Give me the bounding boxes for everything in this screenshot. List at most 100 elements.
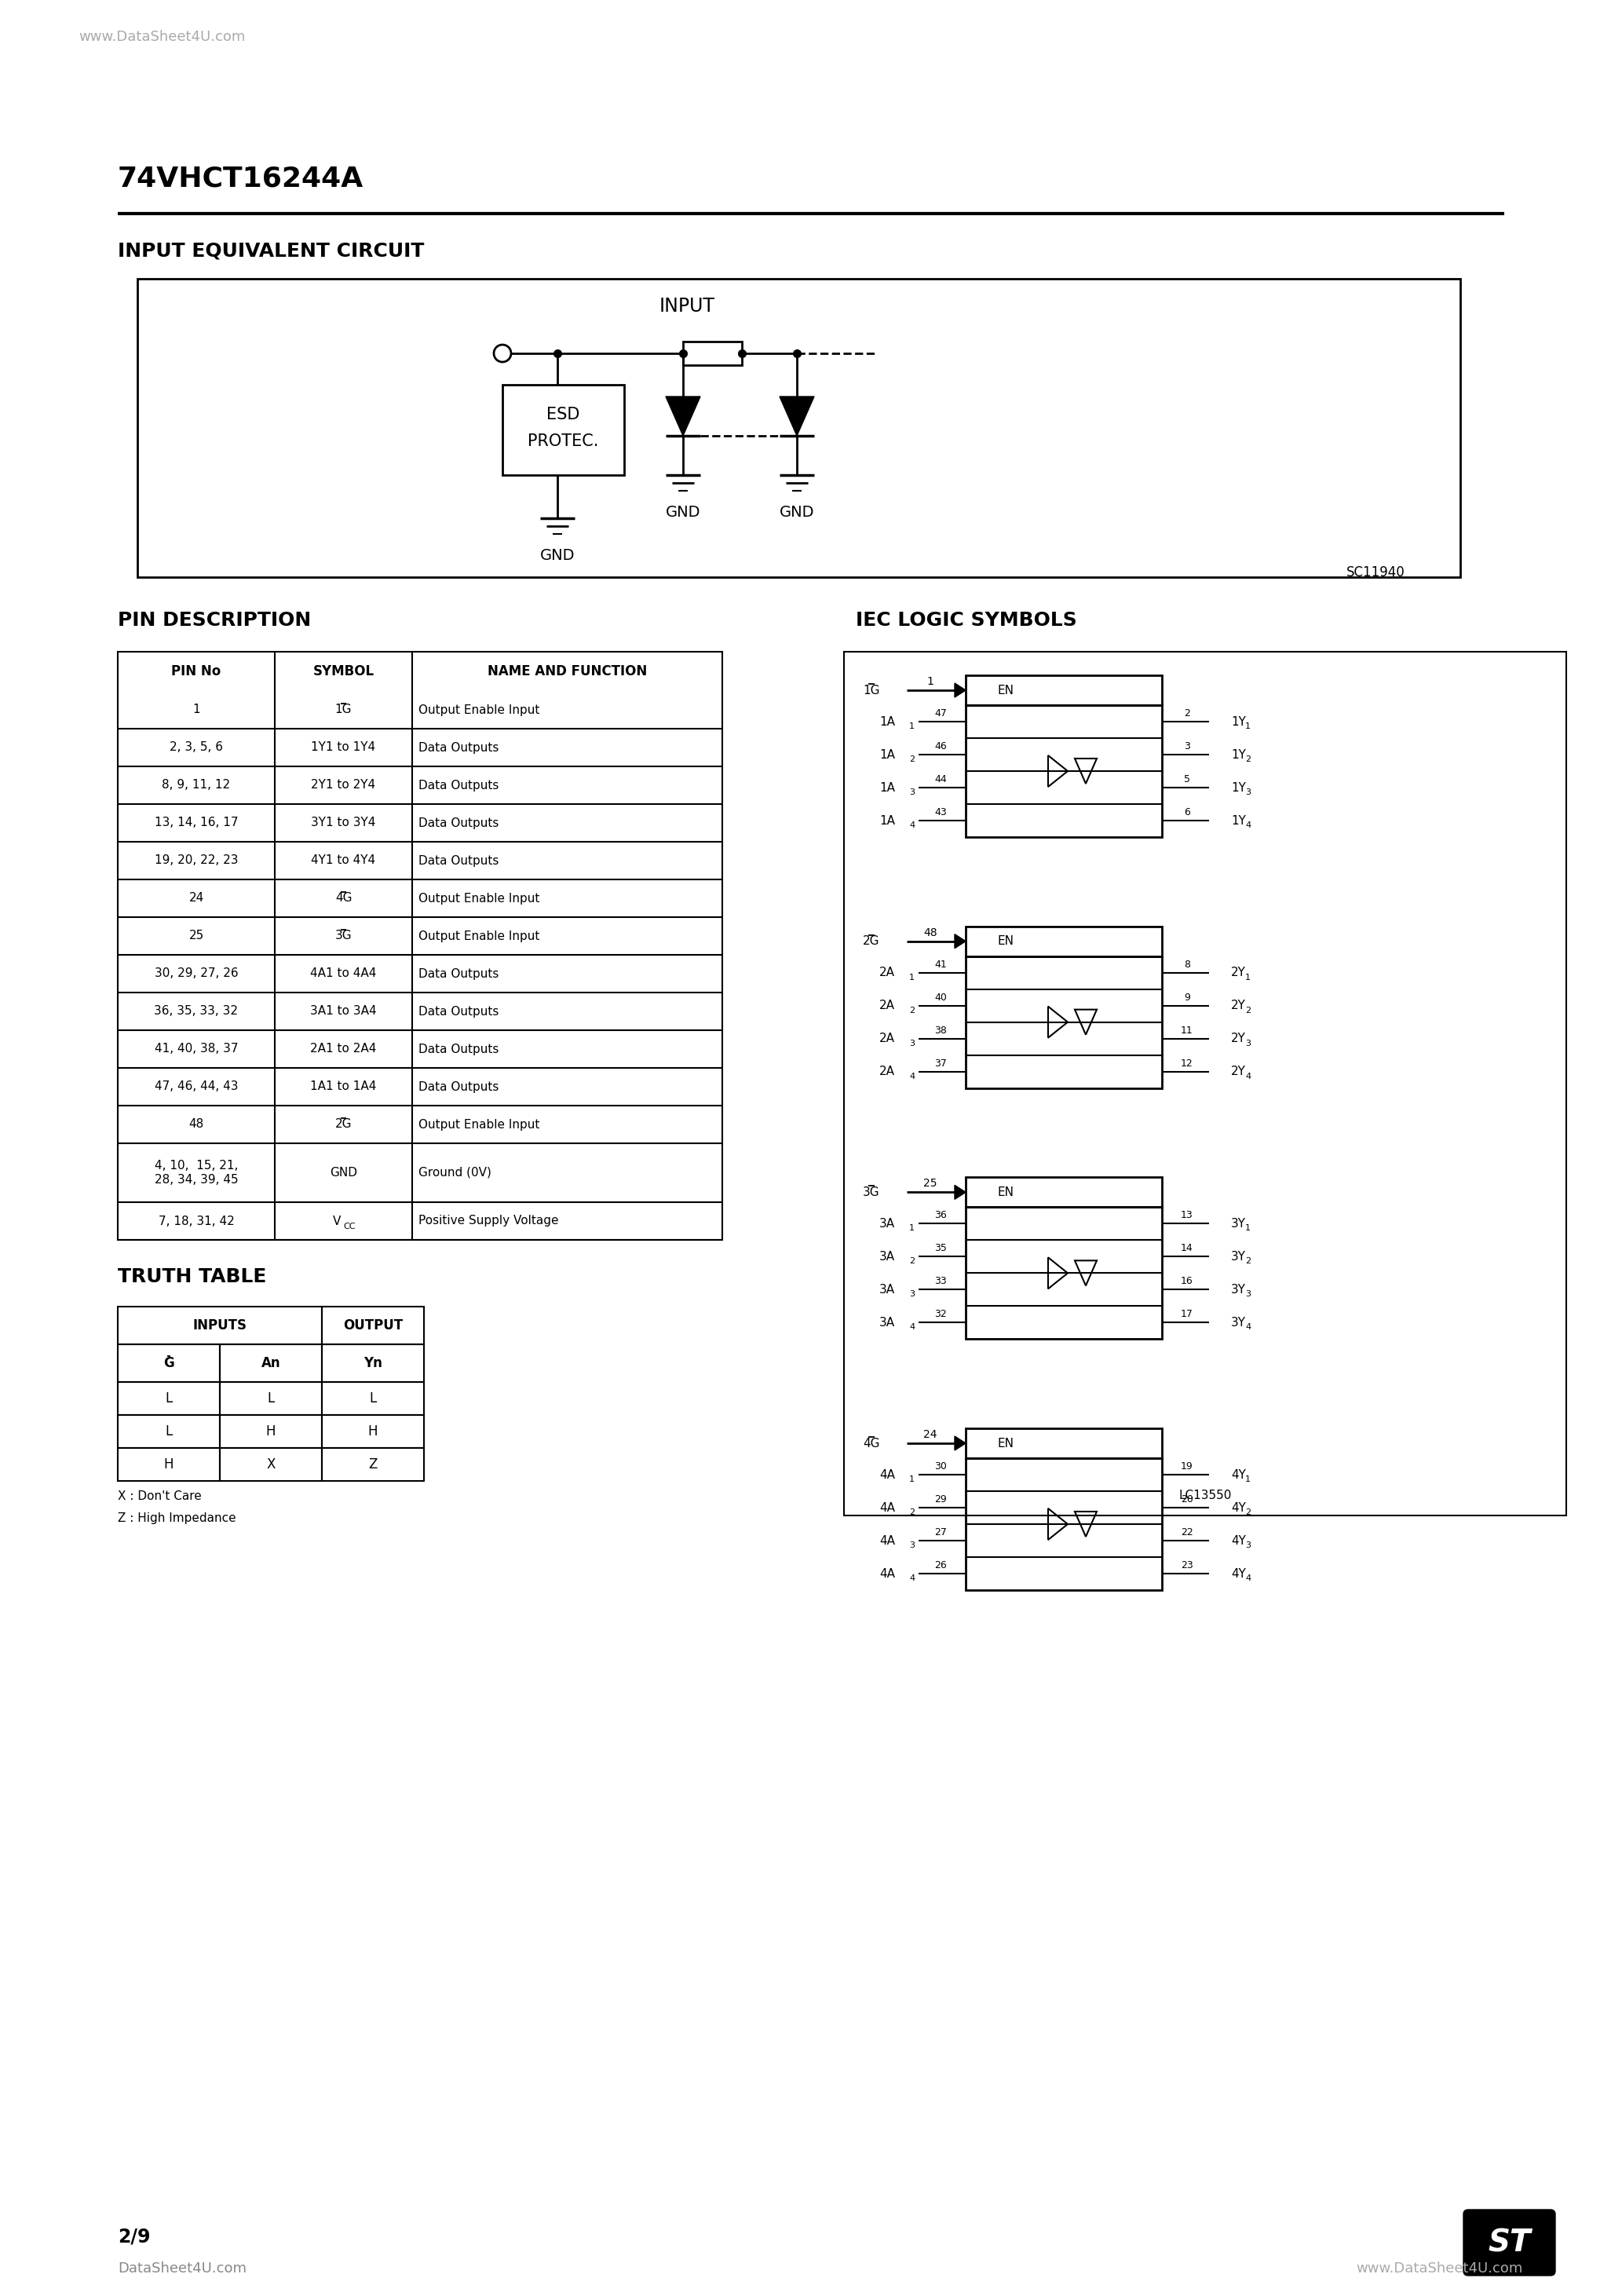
Text: 4A: 4A — [879, 1502, 895, 1513]
Text: 3Y: 3Y — [1231, 1283, 1246, 1295]
Text: Data Outputs: Data Outputs — [418, 1081, 500, 1093]
Text: 2A1 to 2A4: 2A1 to 2A4 — [310, 1042, 376, 1054]
Text: 33: 33 — [934, 1277, 947, 1286]
Text: 25: 25 — [188, 930, 204, 941]
Text: 1: 1 — [910, 974, 915, 980]
Text: 38: 38 — [934, 1026, 947, 1035]
Text: 3: 3 — [910, 1040, 915, 1047]
Text: GND: GND — [540, 549, 574, 563]
Text: 4A: 4A — [879, 1534, 895, 1548]
Text: LC13550: LC13550 — [1179, 1490, 1231, 1502]
Text: H: H — [368, 1424, 378, 1440]
Text: 3A: 3A — [879, 1251, 895, 1263]
Text: 1: 1 — [1246, 1224, 1251, 1233]
Text: Z: Z — [368, 1458, 378, 1472]
Bar — [221, 1343, 321, 1382]
Text: L: L — [268, 1391, 274, 1405]
Text: 13, 14, 16, 17: 13, 14, 16, 17 — [154, 817, 238, 829]
Text: H: H — [266, 1424, 276, 1440]
Text: 3Y: 3Y — [1231, 1316, 1246, 1329]
Bar — [221, 1382, 321, 1414]
Bar — [965, 955, 1161, 1088]
Text: 1G: 1G — [863, 684, 879, 696]
Text: 2: 2 — [1246, 1508, 1251, 1515]
Text: 46: 46 — [934, 742, 947, 751]
Text: 3: 3 — [910, 1541, 915, 1550]
Text: 26: 26 — [934, 1561, 947, 1570]
Text: 32: 32 — [934, 1309, 947, 1320]
Text: 4A: 4A — [879, 1469, 895, 1481]
Text: Data Outputs: Data Outputs — [418, 778, 500, 792]
Polygon shape — [665, 397, 701, 436]
Text: SYMBOL: SYMBOL — [313, 664, 375, 677]
Text: www.DataSheet4U.com: www.DataSheet4U.com — [78, 30, 245, 44]
Bar — [843, 652, 1567, 1515]
Text: 3A: 3A — [879, 1283, 895, 1295]
Text: 41, 40, 38, 37: 41, 40, 38, 37 — [154, 1042, 238, 1054]
Text: EN: EN — [998, 934, 1014, 948]
Text: PIN DESCRIPTION: PIN DESCRIPTION — [118, 611, 311, 629]
Bar — [965, 675, 1161, 705]
Text: 1: 1 — [193, 705, 200, 716]
Text: 2: 2 — [910, 1006, 915, 1015]
Text: Data Outputs: Data Outputs — [418, 742, 500, 753]
Text: 47: 47 — [934, 707, 947, 719]
Text: 4A1 to 4A4: 4A1 to 4A4 — [310, 969, 376, 980]
Text: 5: 5 — [1184, 774, 1191, 785]
Text: 3: 3 — [1184, 742, 1191, 751]
Bar — [321, 1382, 423, 1414]
Text: 2: 2 — [1246, 755, 1251, 762]
Text: PIN No: PIN No — [172, 664, 221, 677]
Bar — [965, 1178, 1161, 1208]
Text: 8: 8 — [1184, 960, 1191, 969]
Text: PROTEC.: PROTEC. — [527, 434, 599, 450]
Text: 4: 4 — [910, 1322, 915, 1332]
Text: 1G: 1G — [336, 705, 352, 716]
Text: 1: 1 — [1246, 974, 1251, 980]
Text: EN: EN — [998, 1437, 1014, 1449]
Text: 1: 1 — [1246, 1476, 1251, 1483]
Text: Output Enable Input: Output Enable Input — [418, 1118, 540, 1130]
Text: H: H — [164, 1458, 174, 1472]
Bar — [118, 1343, 221, 1382]
Text: 2Y1 to 2Y4: 2Y1 to 2Y4 — [311, 778, 376, 792]
Text: Positive Supply Voltage: Positive Supply Voltage — [418, 1215, 558, 1226]
Text: 4A: 4A — [879, 1568, 895, 1580]
Polygon shape — [955, 1437, 965, 1451]
Text: 3A: 3A — [879, 1217, 895, 1231]
Bar — [965, 705, 1161, 838]
Text: 1Y: 1Y — [1231, 748, 1246, 760]
Text: 4: 4 — [910, 1072, 915, 1079]
Text: 1Y: 1Y — [1231, 815, 1246, 827]
Text: 40: 40 — [934, 992, 947, 1003]
Bar — [138, 278, 1460, 576]
Text: 20: 20 — [1181, 1495, 1194, 1504]
Bar — [118, 1414, 221, 1449]
Text: 29: 29 — [934, 1495, 947, 1504]
Polygon shape — [780, 397, 814, 436]
Polygon shape — [955, 684, 965, 698]
Text: 7, 18, 31, 42: 7, 18, 31, 42 — [159, 1215, 234, 1226]
Text: 4, 10,  15, 21,
28, 34, 39, 45: 4, 10, 15, 21, 28, 34, 39, 45 — [154, 1159, 238, 1185]
Text: 1Y1 to 1Y4: 1Y1 to 1Y4 — [311, 742, 376, 753]
Text: EN: EN — [998, 1187, 1014, 1199]
Text: Output Enable Input: Output Enable Input — [418, 705, 540, 716]
Text: L: L — [165, 1391, 172, 1405]
Text: 36, 35, 33, 32: 36, 35, 33, 32 — [154, 1006, 238, 1017]
Text: 4G: 4G — [863, 1437, 879, 1449]
Text: 19, 20, 22, 23: 19, 20, 22, 23 — [154, 854, 238, 866]
Text: 1: 1 — [910, 1224, 915, 1233]
Text: L: L — [370, 1391, 376, 1405]
Text: 2A: 2A — [879, 1065, 895, 1077]
Text: GND: GND — [665, 505, 701, 519]
Text: 25: 25 — [923, 1178, 938, 1189]
Bar — [321, 1449, 423, 1481]
Bar — [683, 342, 741, 365]
Polygon shape — [955, 934, 965, 948]
Text: SC11940: SC11940 — [1346, 565, 1405, 579]
Text: 9: 9 — [1184, 992, 1191, 1003]
Bar — [503, 386, 624, 475]
Text: 44: 44 — [934, 774, 947, 785]
Text: 1: 1 — [1246, 723, 1251, 730]
Text: 11: 11 — [1181, 1026, 1194, 1035]
